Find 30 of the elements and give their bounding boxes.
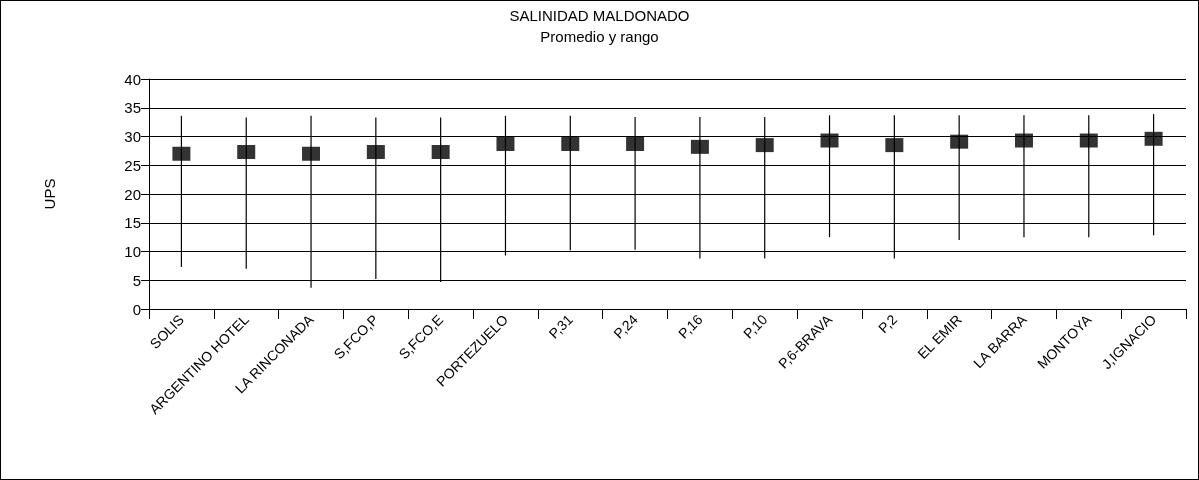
y-tick-label: 10 [124, 243, 141, 260]
y-tick-label: 20 [124, 185, 141, 203]
point [1144, 131, 1163, 146]
point [755, 138, 774, 153]
point [950, 134, 969, 149]
point [237, 145, 256, 160]
point [366, 145, 385, 160]
chart-title: SALINIDAD MALDONADO [509, 7, 690, 24]
point [626, 136, 645, 151]
point [1079, 133, 1098, 148]
y-axis-title: UPS [41, 178, 58, 210]
chart-subtitle: Promedio y rango [540, 28, 659, 45]
point [496, 136, 515, 151]
point [1014, 133, 1033, 148]
y-tick-label: 40 [124, 70, 141, 88]
x-tick-label: P,2 [875, 311, 901, 337]
y-tick-label: 25 [124, 156, 141, 174]
point [561, 136, 580, 151]
point [690, 139, 709, 154]
y-tick-label: 35 [124, 99, 141, 117]
point [820, 133, 839, 148]
x-tick-label: P,31 [545, 311, 577, 342]
point [302, 146, 321, 161]
y-tick-label: 0 [132, 300, 141, 318]
point [885, 138, 904, 153]
point [172, 146, 191, 161]
y-tick-label: 15 [124, 214, 141, 232]
y-tick-label: 30 [124, 128, 141, 145]
point [431, 145, 450, 160]
y-tick-label: 5 [132, 271, 141, 289]
